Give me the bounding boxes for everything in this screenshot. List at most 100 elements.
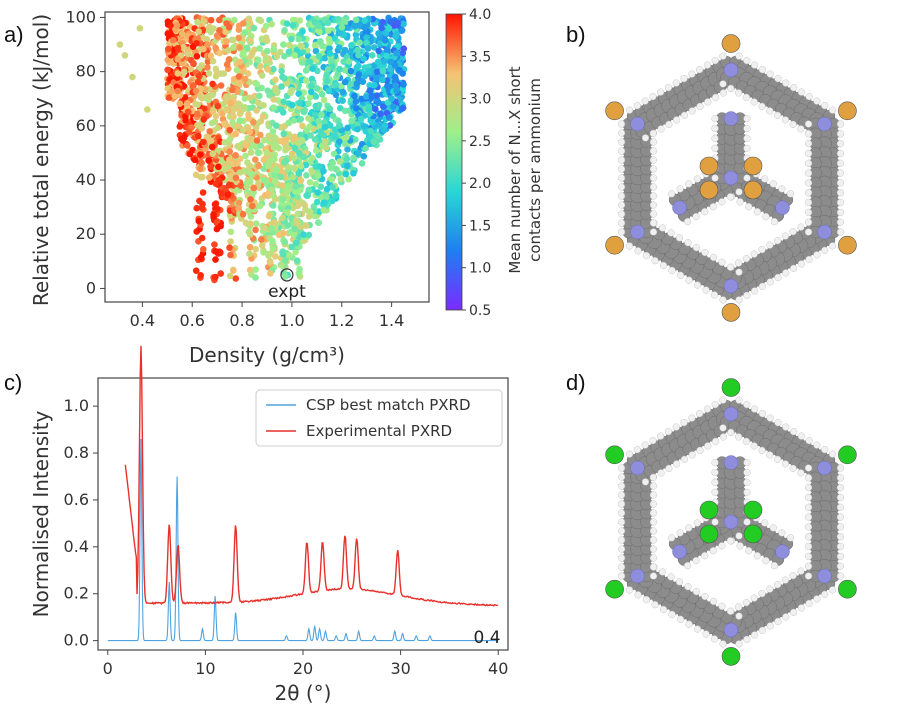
hydrogen-atom (684, 239, 692, 247)
hydrogen-atom (743, 144, 751, 152)
hydrogen-atom (797, 88, 806, 96)
x-tick-label: 0 (103, 659, 113, 678)
scatter-point (204, 41, 211, 48)
hydrogen-atom (804, 523, 813, 531)
scatter-point (270, 104, 278, 111)
halogen-atom (699, 500, 719, 520)
hydrogen-atom (680, 455, 689, 464)
hydrogen-atom (836, 140, 845, 148)
hydrogen-atom (641, 97, 649, 105)
hydrogen-atom (797, 432, 806, 440)
scatter-point (176, 123, 184, 130)
y-tick-label: 1.0 (64, 396, 89, 415)
scatter-point (256, 92, 263, 100)
scatter-point (226, 212, 234, 219)
hydrogen-atom (743, 635, 751, 644)
scatter-point (197, 165, 204, 173)
scatter-point (334, 15, 342, 23)
scatter-y-axis-label: Relative total energy (kJ/mol) (29, 14, 53, 306)
hydrogen-atom (719, 396, 727, 404)
hydrogen-atom (718, 602, 726, 610)
scatter-point (243, 220, 251, 227)
scatter-point (279, 214, 287, 222)
scatter-point (280, 98, 288, 105)
scatter-point (382, 37, 389, 44)
nitrogen-atom (723, 111, 739, 126)
scatter-point (329, 159, 337, 167)
scatter-point (336, 122, 343, 129)
scatter-point (236, 117, 244, 124)
hydrogen-atom (836, 523, 845, 531)
hydrogen-atom (649, 437, 657, 445)
hydrogen-atom (702, 630, 710, 638)
scatter-point (352, 31, 360, 39)
scatter-point (321, 54, 329, 62)
hydrogen-atom (625, 450, 634, 458)
hydrogen-atom (836, 169, 845, 177)
halogen-atom (721, 34, 741, 53)
hydrogen-atom (665, 464, 673, 473)
hydrogen-atom (649, 210, 658, 218)
hydrogen-atom (804, 159, 813, 167)
csp-pxrd-line (107, 438, 499, 642)
scatter-point (234, 88, 241, 96)
hydrogen-atom (617, 174, 626, 182)
scatter-point (227, 99, 234, 107)
scatter-point (235, 122, 242, 129)
hydrogen-atom (758, 446, 766, 455)
hydrogen-atom (675, 234, 684, 242)
crystal-structure-orange-halogen (605, 34, 857, 322)
scatter-point (294, 202, 302, 210)
scatter-point (287, 88, 294, 96)
hydrogen-atom (804, 572, 813, 580)
scatter-point (292, 239, 300, 247)
scatter-point (197, 173, 205, 181)
scatter-point (205, 70, 213, 77)
scatter-point (300, 231, 308, 238)
hydrogen-atom (617, 183, 626, 191)
hydrogen-atom (709, 253, 718, 262)
scatter-point (246, 128, 254, 136)
hydrogen-atom (743, 56, 751, 65)
hydrogen-atom (664, 83, 673, 92)
hydrogen-atom (789, 228, 797, 236)
scatter-point (242, 167, 250, 175)
scatter-point (257, 62, 264, 70)
scatter-point (273, 122, 280, 129)
scatter-point (197, 272, 204, 279)
scatter-point (279, 251, 287, 258)
scatter-point (281, 238, 289, 246)
scatter-point (223, 38, 230, 45)
colorbar-tick-label: 1.0 (469, 261, 491, 277)
hydrogen-atom (617, 545, 626, 553)
hydrogen-atom (642, 252, 651, 260)
scatter-point (375, 30, 382, 37)
scatter-point (304, 52, 312, 60)
scatter-point (270, 65, 277, 73)
scatter-point (315, 101, 323, 109)
scatter-point (348, 80, 355, 88)
hydrogen-atom (743, 468, 751, 477)
nitrogen-atom (672, 200, 687, 215)
halogen-atom (838, 235, 857, 255)
hydrogen-atom (789, 608, 798, 617)
scatter-point (387, 58, 395, 66)
scatter-point (236, 144, 244, 152)
hydrogen-atom (735, 640, 743, 648)
nitrogen-atom (630, 460, 645, 476)
scatter-point (269, 245, 277, 252)
hydrogen-atom (617, 156, 626, 164)
hydrogen-atom (782, 613, 790, 621)
scatter-point (315, 22, 322, 30)
hydrogen-atom (617, 120, 626, 128)
scatter-point (344, 162, 351, 169)
hydrogen-atom (719, 80, 727, 88)
hydrogen-atom (804, 493, 813, 502)
y-tick-label: 100 (65, 7, 96, 26)
hydrogen-atom (762, 556, 770, 565)
scatter-point (192, 267, 200, 275)
scatter-point (269, 128, 277, 135)
hydrogen-atom (625, 242, 634, 250)
scatter-point (293, 257, 301, 265)
halogen-atom (605, 579, 624, 599)
